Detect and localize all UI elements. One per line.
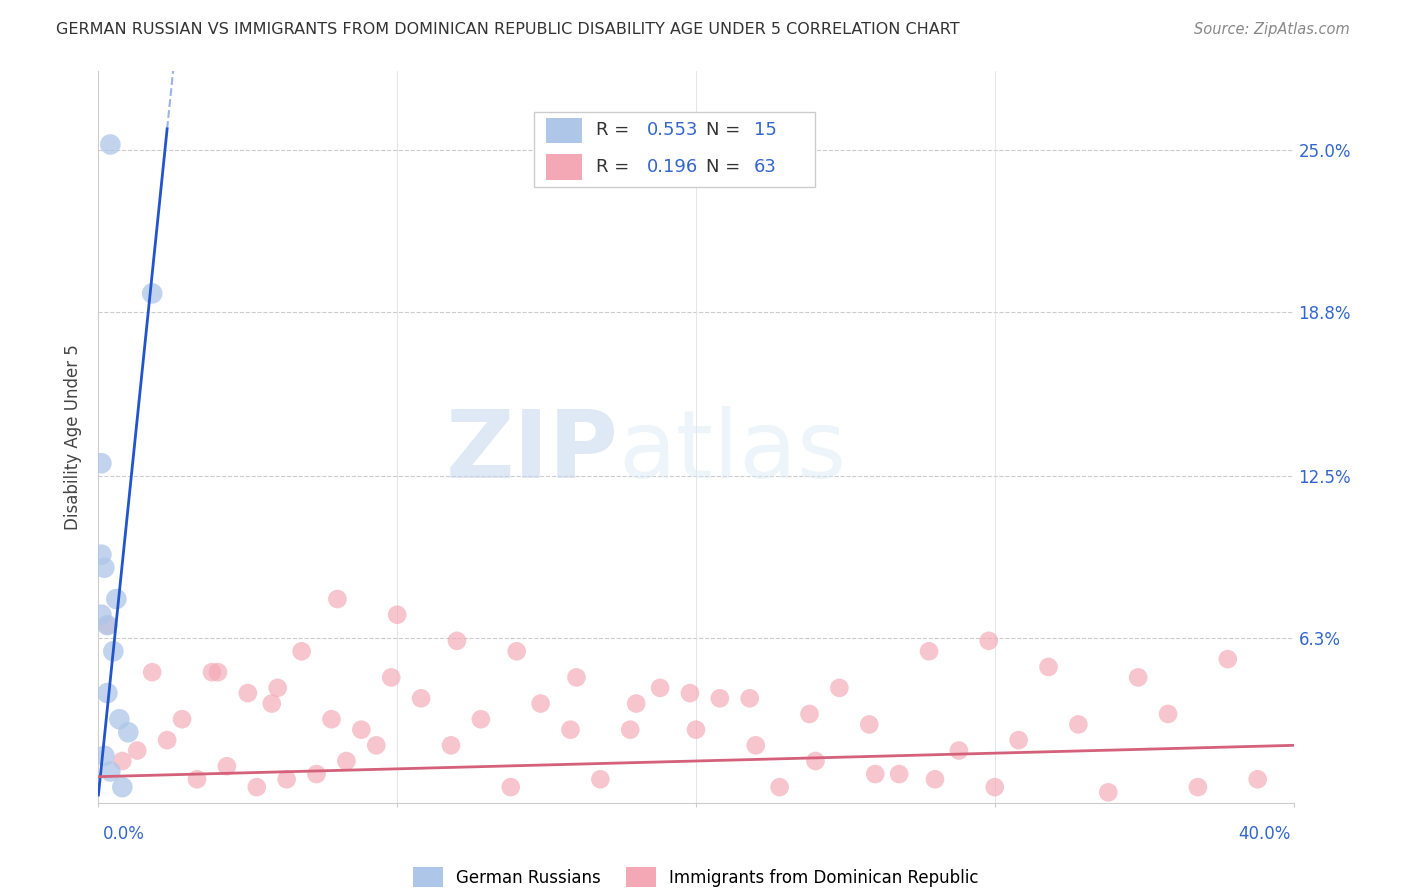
Text: 0.196: 0.196 <box>647 158 697 176</box>
FancyBboxPatch shape <box>534 112 815 187</box>
Point <box>111 754 134 768</box>
Point <box>127 743 149 757</box>
Point <box>745 739 768 753</box>
Point <box>96 686 118 700</box>
Point <box>619 723 641 737</box>
Point <box>889 767 911 781</box>
Point <box>918 644 941 658</box>
Point <box>977 633 1000 648</box>
Point <box>380 670 402 684</box>
Point <box>948 743 970 757</box>
Point <box>156 733 179 747</box>
Point <box>291 644 314 658</box>
Point <box>186 772 208 787</box>
Point <box>440 739 463 753</box>
Point <box>246 780 269 794</box>
Point <box>1128 670 1150 684</box>
Point <box>172 712 194 726</box>
Point <box>321 712 343 726</box>
Point <box>1216 652 1239 666</box>
Point <box>141 286 163 301</box>
Point <box>267 681 290 695</box>
Text: N =: N = <box>706 121 745 139</box>
Text: R =: R = <box>596 121 636 139</box>
Y-axis label: Disability Age Under 5: Disability Age Under 5 <box>65 344 83 530</box>
Point <box>626 697 648 711</box>
Point <box>1038 660 1060 674</box>
Point <box>385 607 409 622</box>
Point <box>366 739 388 753</box>
Text: 63: 63 <box>754 158 776 176</box>
Point <box>411 691 433 706</box>
Point <box>141 665 163 680</box>
Point <box>1157 706 1180 721</box>
Point <box>326 592 349 607</box>
Point <box>1247 772 1270 787</box>
Point <box>738 691 761 706</box>
Point <box>90 548 112 562</box>
Point <box>709 691 731 706</box>
Text: GERMAN RUSSIAN VS IMMIGRANTS FROM DOMINICAN REPUBLIC DISABILITY AGE UNDER 5 CORR: GERMAN RUSSIAN VS IMMIGRANTS FROM DOMINI… <box>56 22 960 37</box>
Point <box>100 764 122 779</box>
Point <box>305 767 328 781</box>
Point <box>108 712 131 726</box>
Point <box>1097 785 1119 799</box>
Point <box>506 644 529 658</box>
Point <box>105 592 128 607</box>
Point <box>117 725 139 739</box>
Point <box>96 618 118 632</box>
Point <box>260 697 283 711</box>
Point <box>650 681 672 695</box>
Point <box>865 767 887 781</box>
Point <box>804 754 827 768</box>
Point <box>100 137 122 152</box>
Legend: German Russians, Immigrants from Dominican Republic: German Russians, Immigrants from Dominic… <box>408 863 984 892</box>
Point <box>685 723 707 737</box>
Text: ZIP: ZIP <box>446 406 619 498</box>
Point <box>828 681 851 695</box>
Point <box>446 633 468 648</box>
Point <box>560 723 582 737</box>
Point <box>799 706 821 721</box>
Text: 15: 15 <box>754 121 776 139</box>
Point <box>93 560 115 574</box>
Point <box>858 717 880 731</box>
Point <box>1067 717 1090 731</box>
Point <box>529 697 551 711</box>
Point <box>90 456 112 470</box>
Text: 0.0%: 0.0% <box>103 825 145 843</box>
Text: 40.0%: 40.0% <box>1239 825 1291 843</box>
Point <box>499 780 522 794</box>
Point <box>111 780 134 794</box>
Point <box>984 780 1007 794</box>
Point <box>565 670 588 684</box>
Text: 0.553: 0.553 <box>647 121 699 139</box>
Point <box>207 665 229 680</box>
Point <box>350 723 373 737</box>
Point <box>1007 733 1029 747</box>
Point <box>769 780 792 794</box>
Point <box>215 759 238 773</box>
Text: R =: R = <box>596 158 636 176</box>
Point <box>276 772 298 787</box>
Bar <box>546 154 582 179</box>
Point <box>589 772 612 787</box>
Point <box>924 772 946 787</box>
Point <box>103 644 125 658</box>
Point <box>201 665 224 680</box>
Point <box>236 686 259 700</box>
Point <box>96 618 118 632</box>
Text: N =: N = <box>706 158 745 176</box>
Point <box>90 607 112 622</box>
Text: atlas: atlas <box>619 406 846 498</box>
Bar <box>546 118 582 144</box>
Point <box>93 748 115 763</box>
Point <box>470 712 492 726</box>
Text: Source: ZipAtlas.com: Source: ZipAtlas.com <box>1194 22 1350 37</box>
Point <box>1187 780 1209 794</box>
Point <box>335 754 357 768</box>
Point <box>679 686 702 700</box>
